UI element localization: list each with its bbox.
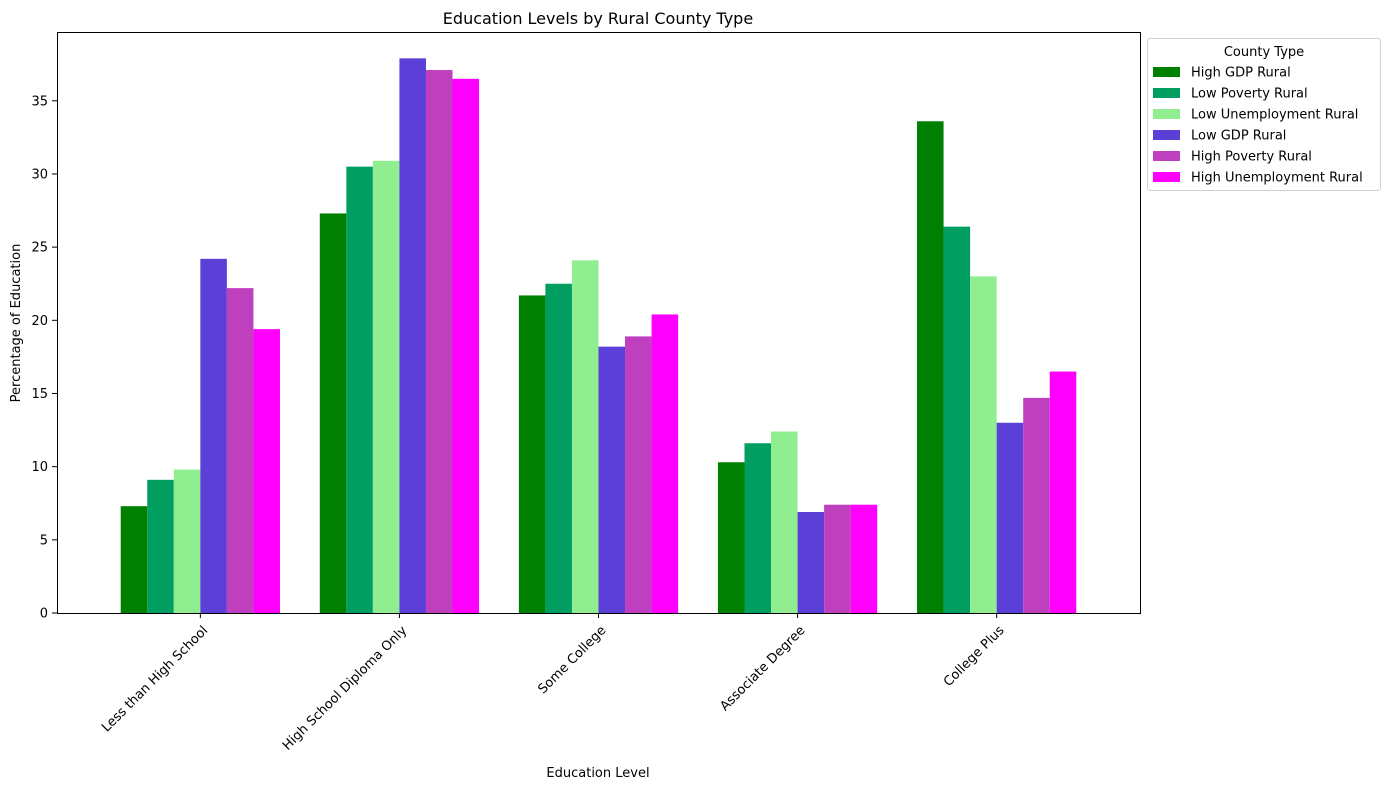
bar-3-1 xyxy=(399,58,426,613)
chart-title: Education Levels by Rural County Type xyxy=(443,9,753,28)
x-tick-label: College Plus xyxy=(941,623,1008,690)
bar-0-0 xyxy=(120,506,148,613)
bar-1-0 xyxy=(147,479,174,613)
bar-0-3 xyxy=(717,462,745,613)
bar-2-1 xyxy=(372,160,400,614)
bar-5-0 xyxy=(253,329,280,613)
x-tick-label: High School Diploma Only xyxy=(280,623,411,754)
x-tick-label: Less than High School xyxy=(99,623,211,735)
bar-2-4 xyxy=(970,276,997,613)
y-axis: 0 5 10 15 20 25 30 35 xyxy=(31,94,57,622)
x-tick-label: Some College xyxy=(535,623,609,697)
bar-0-1 xyxy=(319,213,347,613)
legend-title: County Type xyxy=(1224,45,1304,60)
bar-1-2 xyxy=(545,283,572,613)
bar-5-2 xyxy=(651,314,679,613)
bar-3-2 xyxy=(598,346,626,613)
bar-3-3 xyxy=(797,512,825,613)
bar-5-4 xyxy=(1049,371,1077,613)
y-tick-label: 25 xyxy=(31,241,48,256)
x-axis-label: Education Level xyxy=(546,766,649,781)
legend-box xyxy=(1147,38,1381,191)
bar-2-3 xyxy=(771,431,798,613)
bar-5-3 xyxy=(850,504,878,613)
bar-1-1 xyxy=(346,166,373,613)
legend-label: High Unemployment Rural xyxy=(1191,171,1363,186)
legend-swatch-1 xyxy=(1153,88,1180,98)
bar-2-0 xyxy=(173,469,201,613)
y-tick-label: 5 xyxy=(40,533,48,548)
bar-1-4 xyxy=(943,226,971,613)
x-tick-label: Associate Degree xyxy=(717,623,808,714)
legend-swatch-5 xyxy=(1153,172,1180,182)
bar-3-4 xyxy=(996,422,1024,613)
legend-swatch-0 xyxy=(1153,67,1180,77)
y-tick-label: 10 xyxy=(31,460,48,475)
x-axis: Less than High School High School Diploma… xyxy=(99,613,1008,754)
bar-2-2 xyxy=(571,260,599,613)
bar-4-2 xyxy=(625,336,652,613)
y-tick-label: 0 xyxy=(40,607,48,622)
bar-0-2 xyxy=(518,295,546,613)
legend-label: Low Unemployment Rural xyxy=(1191,108,1358,123)
y-tick-label: 35 xyxy=(31,94,48,109)
plot-frame xyxy=(57,32,1141,614)
bar-4-4 xyxy=(1023,397,1050,613)
bar-0-4 xyxy=(917,121,944,614)
bar-3-0 xyxy=(200,258,227,613)
legend-label: Low Poverty Rural xyxy=(1191,87,1308,102)
legend-label: Low GDP Rural xyxy=(1191,129,1286,144)
legend-swatch-3 xyxy=(1153,130,1180,140)
bars-group xyxy=(120,58,1077,614)
legend-label: High Poverty Rural xyxy=(1191,150,1312,165)
y-tick-label: 20 xyxy=(31,314,48,329)
legend-swatch-4 xyxy=(1153,151,1180,161)
legend: County Type High GDP Rural Low Poverty Ru… xyxy=(1147,38,1381,191)
y-tick-label: 30 xyxy=(31,167,48,182)
y-tick-label: 15 xyxy=(31,387,48,402)
bar-4-3 xyxy=(824,504,851,613)
legend-swatch-2 xyxy=(1153,109,1180,119)
y-axis-label: Percentage of Education xyxy=(9,244,24,403)
legend-label: High GDP Rural xyxy=(1191,66,1291,81)
bar-4-0 xyxy=(226,288,254,613)
bar-1-3 xyxy=(744,443,772,613)
bar-5-1 xyxy=(452,78,480,613)
bar-4-1 xyxy=(425,70,453,614)
